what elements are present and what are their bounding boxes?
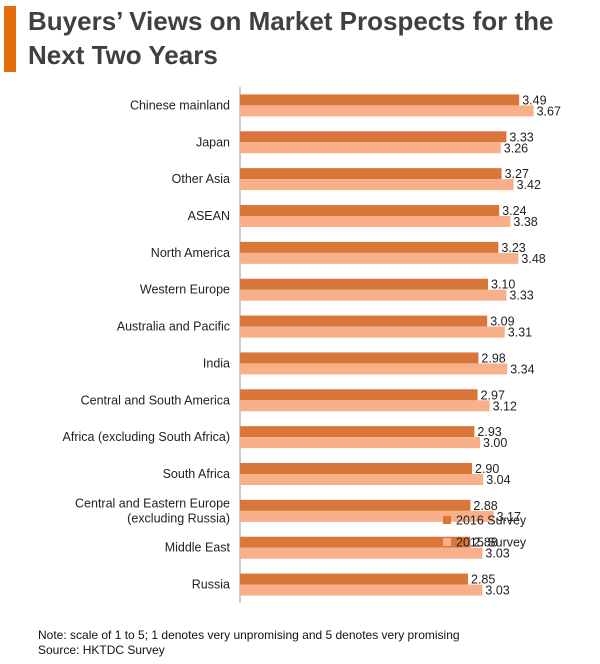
data-label-2016: 3.27 bbox=[505, 167, 529, 181]
source-text: Source: HKTDC Survey bbox=[38, 643, 165, 657]
bar-2015 bbox=[240, 437, 480, 449]
note-text: Note: scale of 1 to 5; 1 denotes very un… bbox=[38, 628, 460, 642]
category-label: Japan bbox=[196, 135, 230, 149]
category-label: Africa (excluding South Africa) bbox=[63, 430, 230, 444]
data-label-2016: 3.09 bbox=[490, 315, 514, 329]
category-label: ASEAN bbox=[188, 209, 230, 223]
legend-swatch-2016 bbox=[443, 516, 451, 524]
data-label-2016: 2.88 bbox=[473, 536, 497, 550]
category-label: Western Europe bbox=[140, 283, 230, 297]
bar-2016 bbox=[240, 168, 502, 180]
category-label: Chinese mainland bbox=[130, 98, 230, 112]
legend-swatch-2015 bbox=[443, 538, 451, 546]
data-label-2015: 3.26 bbox=[504, 141, 528, 155]
data-label-2015: 3.67 bbox=[537, 104, 561, 118]
data-label-2015: 3.38 bbox=[513, 215, 537, 229]
bar-2015 bbox=[240, 510, 494, 522]
category-label: Russia bbox=[192, 578, 230, 592]
category-label: Other Asia bbox=[172, 172, 230, 186]
data-label-2016: 2.93 bbox=[477, 425, 501, 439]
data-label-2016: 3.23 bbox=[501, 241, 525, 255]
category-label: Middle East bbox=[165, 541, 231, 555]
bar-2016 bbox=[240, 573, 468, 585]
bar-2016 bbox=[240, 94, 520, 106]
bar-2015 bbox=[240, 252, 519, 264]
data-label-2015: 3.33 bbox=[509, 289, 533, 303]
title-accent-bar bbox=[4, 6, 16, 72]
legend-label-2016: 2016 Survey bbox=[456, 514, 527, 528]
bar-2015 bbox=[240, 142, 501, 154]
bar-2016 bbox=[240, 499, 471, 511]
data-label-2015: 3.03 bbox=[485, 547, 509, 561]
data-label-2015: 3.42 bbox=[517, 178, 541, 192]
bar-2015 bbox=[240, 547, 483, 559]
bar-2015 bbox=[240, 105, 534, 117]
bar-2015 bbox=[240, 179, 514, 191]
bar-2015 bbox=[240, 326, 505, 338]
category-label: India bbox=[203, 356, 230, 370]
data-label-2015: 3.04 bbox=[486, 473, 510, 487]
data-label-2016: 2.88 bbox=[473, 499, 497, 513]
bar-2016 bbox=[240, 536, 471, 548]
bar-2015 bbox=[240, 289, 507, 301]
data-label-2016: 3.10 bbox=[491, 278, 515, 292]
chart-title: Buyers’ Views on Market Prospects for th… bbox=[28, 6, 554, 70]
bar-2016 bbox=[240, 463, 472, 474]
category-label: Australia and Pacific bbox=[117, 320, 230, 334]
data-label-2015: 3.48 bbox=[521, 252, 545, 266]
data-label-2016: 2.97 bbox=[481, 388, 505, 402]
bar-2015 bbox=[240, 216, 511, 227]
bar-2016 bbox=[240, 352, 479, 364]
bar-2015 bbox=[240, 363, 508, 375]
category-label: Central and Eastern Europe (excluding Rus… bbox=[75, 496, 230, 525]
category-label: South Africa bbox=[163, 467, 230, 481]
bar-2016 bbox=[240, 131, 507, 143]
data-label-2016: 2.90 bbox=[475, 462, 499, 476]
bar-2016 bbox=[240, 389, 478, 401]
data-label-2015: 3.31 bbox=[508, 326, 532, 340]
legend-label-2015: 2015 Survey bbox=[456, 536, 527, 550]
bar-2015 bbox=[240, 474, 484, 485]
bar-2016 bbox=[240, 426, 475, 438]
chart-footnote: Note: scale of 1 to 5; 1 denotes very un… bbox=[38, 628, 598, 658]
data-label-2015: 3.12 bbox=[493, 399, 517, 413]
category-label: Central and South America bbox=[81, 393, 230, 407]
bar-2016 bbox=[240, 241, 499, 253]
bar-2016 bbox=[240, 278, 488, 290]
bar-2016 bbox=[240, 205, 500, 216]
data-label-2016: 3.33 bbox=[509, 130, 533, 144]
data-label-2016: 2.98 bbox=[481, 351, 505, 365]
category-label: North America bbox=[151, 246, 230, 260]
bar-2015 bbox=[240, 584, 483, 596]
data-label-2015: 3.17 bbox=[497, 510, 521, 524]
data-label-2016: 3.49 bbox=[522, 93, 546, 107]
data-label-2015: 3.03 bbox=[485, 584, 509, 598]
bar-2016 bbox=[240, 315, 488, 327]
bar-2015 bbox=[240, 400, 490, 412]
data-label-2016: 3.24 bbox=[502, 204, 526, 218]
data-label-2016: 2.85 bbox=[471, 573, 495, 587]
data-label-2015: 3.34 bbox=[510, 362, 534, 376]
data-label-2015: 3.00 bbox=[483, 436, 507, 450]
